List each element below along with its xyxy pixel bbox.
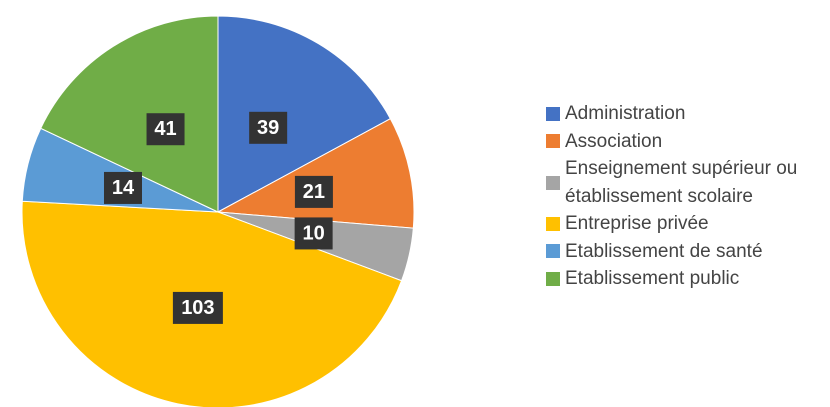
legend-label: Entreprise privée [565,213,709,234]
data-label: 21 [303,181,325,203]
label-box [103,171,142,204]
legend-swatch [546,106,560,121]
pie-slice [217,15,392,213]
legend-label: Association [565,130,663,152]
legend-swatch [546,271,560,286]
legend-item: Etablissement public [546,265,830,293]
data-label: 14 [112,177,135,199]
legend-label: Etablissement public [565,268,740,289]
pie-slice [40,15,219,213]
data-label: 39 [257,117,279,139]
legend-swatch [546,216,560,231]
label-box [172,291,223,324]
legend-item: Entreprise privée [546,210,830,238]
legend-label: Administration [565,103,686,124]
label-box [294,175,333,208]
legend-swatch [546,244,560,259]
legend-swatch [546,134,560,149]
label-box [146,113,185,146]
data-label: 10 [303,222,325,244]
data-label: 41 [154,118,176,140]
legend-item: Enseignement supérieur ou établissement … [546,155,830,210]
legend-item: Administration [546,100,830,128]
label-box [294,217,333,250]
legend-label: Enseignement supérieur ou établissement … [565,158,798,207]
pie-slice [216,118,415,229]
legend: Administration Association Enseignement su… [546,100,830,293]
label-box [249,111,288,144]
data-label: 103 [181,297,214,319]
legend-swatch [546,175,560,190]
legend-item: Etablissement de santé [546,238,830,266]
legend-item: Association [546,128,830,156]
legend-label: Etablissement de santé [565,240,763,262]
